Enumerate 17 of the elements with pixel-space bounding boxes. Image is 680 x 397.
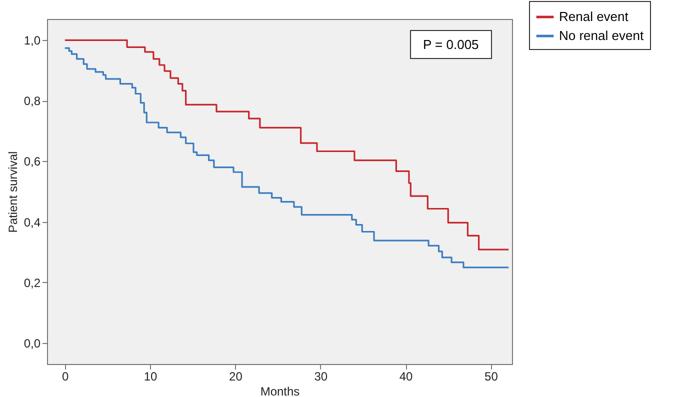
y-tick-label: 0,2 [24, 276, 41, 290]
x-axis-title: Months [260, 384, 300, 397]
x-tick-label: 30 [314, 370, 328, 384]
y-tick-label: 0,8 [24, 94, 41, 108]
y-tick-label: 0,4 [24, 215, 41, 230]
x-tick-label: 50 [484, 370, 498, 384]
y-axis-title: Patient survival [6, 151, 20, 233]
x-tick-label: 10 [144, 370, 158, 384]
annotation: P = 0.005 [410, 30, 492, 59]
y-tick-label: 1,0 [24, 34, 41, 48]
legend-label: No renal event [559, 28, 644, 43]
y-tick-label: 0,6 [24, 154, 41, 169]
legend-label: Renal event [559, 9, 629, 24]
x-tick-label: 40 [399, 370, 414, 384]
y-tick-label: 0,0 [24, 336, 41, 350]
x-tick-label: 0 [62, 370, 70, 384]
x-tick-label: 20 [229, 370, 243, 384]
